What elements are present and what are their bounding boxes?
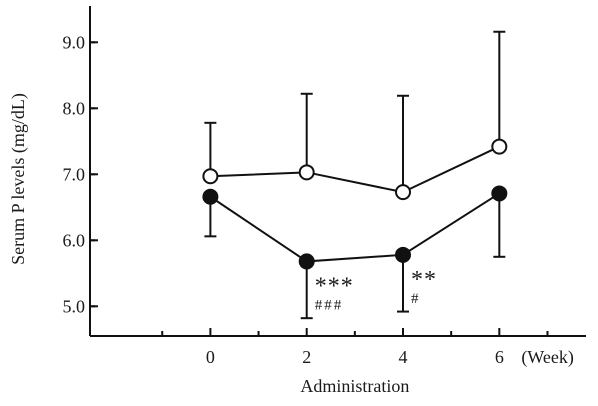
error-bars bbox=[204, 30, 506, 320]
x-tick-label: 6 bbox=[495, 347, 504, 367]
significance-annotations: ***### **# bbox=[315, 267, 437, 314]
y-tick-label: 6.0 bbox=[63, 230, 86, 250]
tick-marks bbox=[90, 41, 549, 336]
x-tick-label: 0 bbox=[206, 347, 215, 367]
y-tick-label: 9.0 bbox=[63, 32, 86, 52]
data-point-filled bbox=[491, 185, 508, 202]
series-markers bbox=[202, 138, 508, 270]
significance-stars: ** bbox=[411, 267, 437, 293]
data-point-filled bbox=[202, 188, 219, 205]
data-point-filled bbox=[395, 246, 412, 263]
significance-hash: # bbox=[411, 291, 421, 307]
y-tick-label: 8.0 bbox=[63, 98, 86, 118]
tick-labels: 5.0 6.0 7.0 8.0 9.0 0 2 4 6 bbox=[63, 32, 504, 367]
data-point-open bbox=[202, 168, 219, 185]
series-line-filled bbox=[209, 192, 500, 263]
x-tick-label: 2 bbox=[302, 347, 311, 367]
data-point-open bbox=[395, 184, 412, 201]
data-point-open bbox=[298, 164, 315, 181]
x-tick-label: 4 bbox=[399, 347, 408, 367]
axes bbox=[89, 6, 586, 337]
series-line-open bbox=[210, 145, 500, 194]
y-tick-label: 5.0 bbox=[63, 296, 86, 316]
x-axis-label: Administration bbox=[300, 376, 409, 396]
series-lines bbox=[209, 145, 500, 263]
data-point-filled bbox=[298, 253, 315, 270]
y-tick-label: 7.0 bbox=[63, 164, 86, 184]
x-axis-unit-label: (Week) bbox=[521, 347, 574, 368]
significance-stars: *** bbox=[315, 273, 354, 299]
significance-hash: ### bbox=[315, 297, 344, 313]
y-axis-label: Serum P levels (mg/dL) bbox=[8, 93, 29, 265]
data-point-open bbox=[491, 138, 508, 155]
